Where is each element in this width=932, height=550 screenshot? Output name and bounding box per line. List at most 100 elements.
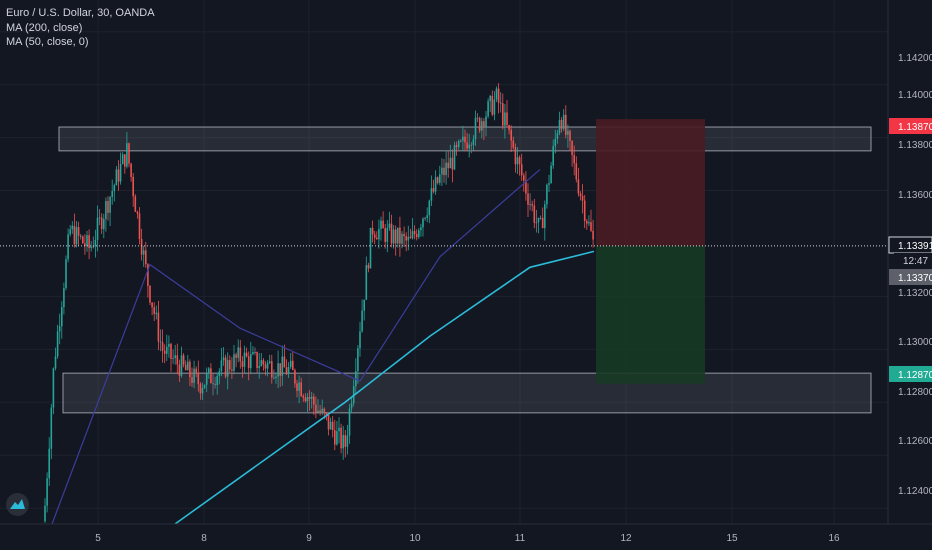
candle-body <box>145 250 147 265</box>
candle-body <box>422 218 424 228</box>
candle-body <box>304 397 307 402</box>
candle-body <box>348 408 351 436</box>
candle-body <box>338 427 340 432</box>
candle-body <box>367 265 370 269</box>
candle-body <box>208 368 210 374</box>
candle-body <box>394 229 397 244</box>
candle-body <box>407 236 410 241</box>
candle-body <box>565 114 567 135</box>
candle-body <box>340 427 342 449</box>
candle-body <box>485 116 487 128</box>
candle-body <box>462 136 464 141</box>
candle-body <box>445 162 447 176</box>
candle-body <box>466 142 468 149</box>
candle-body <box>502 103 504 126</box>
candle-body <box>140 238 143 255</box>
candle-body <box>180 355 183 376</box>
candle-body <box>359 331 361 349</box>
candle-body <box>546 184 548 205</box>
candle-body <box>289 360 292 368</box>
candle-body <box>86 235 88 247</box>
candle-body <box>319 410 321 413</box>
stop-loss-zone <box>596 119 705 246</box>
candle-body <box>142 250 145 255</box>
candle-body <box>187 361 189 371</box>
candle-body <box>210 368 212 384</box>
price-tick: 1.13200 <box>898 288 932 299</box>
candle-body <box>174 355 176 359</box>
candle-body <box>541 217 544 229</box>
candle-body <box>113 185 116 192</box>
candle-body <box>247 356 250 369</box>
candle-body <box>218 371 221 377</box>
candle-body <box>46 478 48 506</box>
candle-body <box>581 196 584 201</box>
price-axis[interactable]: 1.14200 1.14000 1.13800 1.13600 1.13200 … <box>887 0 932 524</box>
candle-body <box>371 227 374 235</box>
candle-body <box>535 222 538 224</box>
candle-body <box>178 364 181 376</box>
candle-body <box>481 121 483 131</box>
candle-body <box>571 140 573 156</box>
candle-body <box>380 220 382 229</box>
candle-body <box>497 88 500 103</box>
candle-body <box>58 326 61 332</box>
candle-body <box>105 201 107 220</box>
candle-body <box>275 376 277 379</box>
candle-body <box>250 354 252 369</box>
time-axis[interactable]: 5 8 9 10 11 12 15 16 <box>0 523 932 544</box>
candle-body <box>54 356 57 369</box>
candle-body <box>365 265 368 300</box>
candle-body <box>172 358 174 360</box>
candle-body <box>161 342 164 351</box>
candle-body <box>222 357 225 361</box>
candle-body <box>569 130 571 141</box>
candle-body <box>300 382 302 396</box>
candle-body <box>376 237 378 240</box>
candle-body <box>457 140 460 147</box>
candle-body <box>495 88 498 100</box>
candle-body <box>203 384 206 389</box>
candle-body <box>56 331 59 357</box>
candle-body <box>201 388 204 394</box>
candle-body <box>499 102 502 104</box>
countdown-label: 12:47 <box>903 256 928 267</box>
candle-body <box>214 384 216 386</box>
time-tick: 11 <box>515 533 526 544</box>
candle-body <box>506 112 508 126</box>
candle-body <box>531 204 533 206</box>
ma50-legend-item[interactable]: MA (50, close, 0) <box>6 36 89 48</box>
candle-body <box>489 95 491 102</box>
price-tick: 1.12800 <box>898 387 932 398</box>
candle-body <box>233 354 235 371</box>
candle-body <box>100 217 103 230</box>
candle-body <box>128 143 130 164</box>
candle-body <box>151 302 153 308</box>
candle-body <box>443 167 445 176</box>
ma200-legend-item[interactable]: MA (200, close) <box>6 21 83 34</box>
ma50-line <box>51 168 541 525</box>
candle-body <box>577 179 580 194</box>
candle-body <box>392 229 395 244</box>
candle-body <box>73 225 76 245</box>
candle-body <box>357 348 359 372</box>
candle-body <box>409 236 412 239</box>
candle-body <box>588 222 590 224</box>
ma-price-label: 1.13370 <box>898 273 932 284</box>
candle-body <box>168 343 170 347</box>
tradingview-logo-icon[interactable] <box>6 493 29 516</box>
candle-body <box>264 364 267 369</box>
symbol-title[interactable]: Euro / U.S. Dollar, 30, OANDA <box>6 7 155 19</box>
candle-body <box>413 231 416 235</box>
candle-body <box>420 227 422 231</box>
candle-body <box>455 145 458 147</box>
candle-body <box>159 341 162 343</box>
price-tick: 1.14000 <box>898 90 932 101</box>
candle-body <box>287 367 290 375</box>
candle-body <box>243 352 246 367</box>
candle-body <box>428 200 431 216</box>
candle-body <box>474 117 477 140</box>
candle-body <box>350 403 353 409</box>
candle-body <box>537 217 540 223</box>
